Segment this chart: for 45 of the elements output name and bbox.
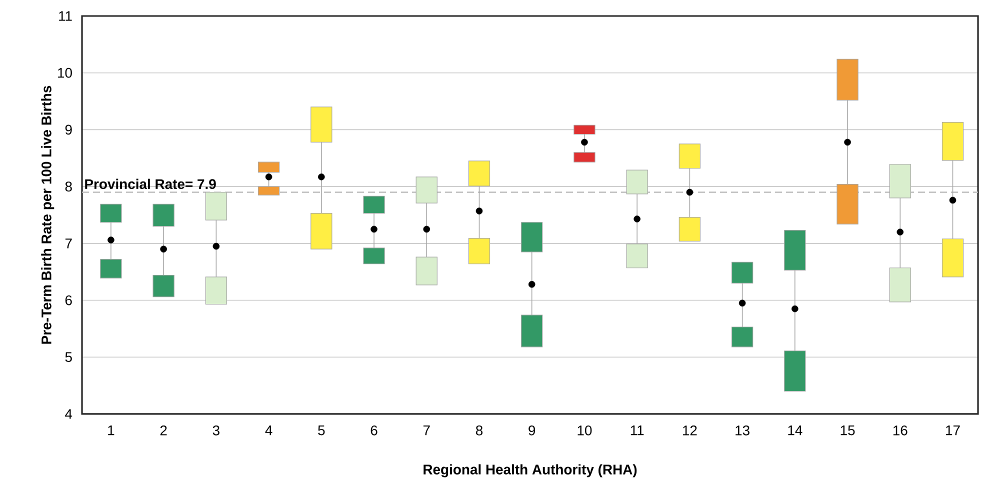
point <box>108 236 114 244</box>
point <box>370 226 378 233</box>
point <box>423 226 430 233</box>
point <box>949 196 956 204</box>
x-tick-label: 7 <box>423 426 430 436</box>
x-tick-label: 14 <box>788 426 802 436</box>
x-tick-label: 10 <box>578 425 592 436</box>
x-tick-label: 11 <box>630 426 644 436</box>
y-axis-title: Pre-Term Birth Rate per 100 Live Births <box>41 86 54 344</box>
point <box>686 188 694 196</box>
point <box>792 305 798 312</box>
x-tick-label: 6 <box>370 425 378 436</box>
point <box>528 280 536 288</box>
point <box>212 242 220 250</box>
y-tick-label: 6 <box>65 295 72 306</box>
x-tick-label: 1 <box>108 426 114 436</box>
point <box>476 208 483 214</box>
x-tick-label: 3 <box>212 425 220 436</box>
x-tick-label: 8 <box>476 425 483 436</box>
ref-line-label: Provincial Rate= 7.9 <box>85 178 216 190</box>
x-axis-title: Regional Health Authority (RHA) <box>424 464 637 478</box>
x-tick-label: 9 <box>528 425 536 436</box>
x-tick-label: 4 <box>265 426 272 436</box>
point <box>581 138 588 146</box>
x-tick-label: 2 <box>160 425 167 436</box>
y-tick-label: 11 <box>59 11 72 21</box>
x-tick-label: 15 <box>840 426 855 436</box>
y-tick-label: 9 <box>65 124 72 135</box>
y-tick-label: 7 <box>65 238 72 248</box>
x-tick-label: 5 <box>318 426 325 436</box>
y-tick-label: 5 <box>65 352 72 362</box>
point <box>265 173 272 180</box>
y-tick-label: 4 <box>65 409 72 419</box>
x-tick-label: 12 <box>683 425 697 436</box>
y-tick-label: 8 <box>65 182 72 192</box>
point <box>844 138 851 146</box>
x-tick-label: 16 <box>893 425 908 436</box>
point <box>896 228 904 236</box>
x-tick-label: 17 <box>946 426 960 436</box>
point <box>634 216 640 222</box>
point <box>738 300 746 307</box>
point <box>318 173 325 180</box>
y-tick-label: 10 <box>58 68 72 78</box>
x-tick-label: 13 <box>736 425 750 436</box>
point <box>160 246 167 252</box>
